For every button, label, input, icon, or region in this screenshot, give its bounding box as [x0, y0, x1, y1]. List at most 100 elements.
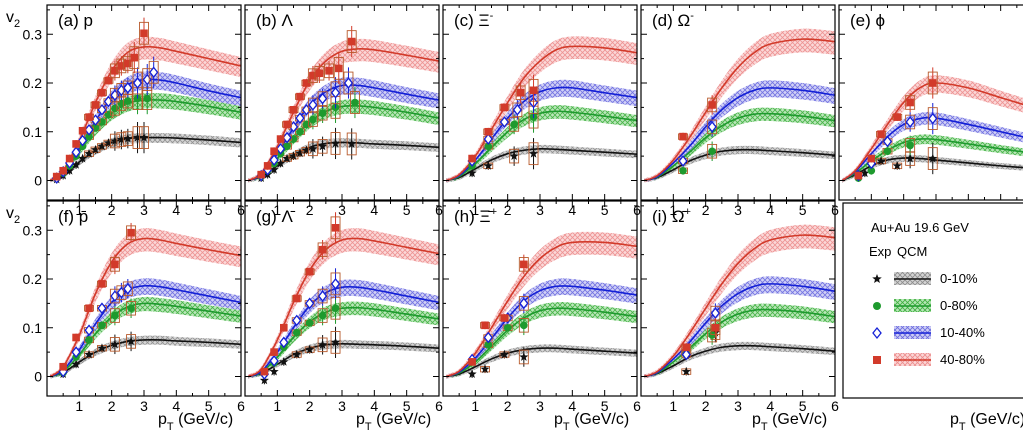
qcm-curve-40-80pct	[247, 47, 439, 182]
x-tick-label: 5	[403, 398, 411, 414]
panel-title: (g) Λ̄	[256, 207, 296, 226]
marker-square	[292, 294, 301, 303]
marker-square	[867, 154, 876, 163]
marker-square	[484, 127, 493, 136]
marker-diamond	[71, 346, 81, 358]
marker-diamond	[292, 314, 302, 327]
marker-square	[85, 113, 93, 121]
panel-title: (c) Ξ-	[454, 10, 494, 30]
qcm-curve-40-80pct	[49, 237, 241, 378]
marker-diamond	[282, 131, 292, 144]
marker-square	[682, 343, 691, 352]
marker-square	[52, 172, 61, 181]
qcm-band-0-10pct	[248, 138, 439, 183]
axis-ticks	[641, 5, 835, 200]
legend-frame	[842, 202, 1023, 399]
legend-label: 40-80%	[940, 352, 985, 367]
marker-diamond	[882, 135, 893, 148]
x-tick-label: 2	[306, 398, 314, 414]
legend-label: 0-80%	[940, 298, 978, 313]
x-tick-label: 3	[140, 398, 148, 414]
marker-circle	[124, 97, 132, 105]
syst-box	[317, 337, 328, 353]
marker-square	[529, 86, 538, 95]
x-tick-label: 1	[75, 202, 83, 218]
syst-box	[707, 97, 718, 113]
y-axis-label-bottom: v2	[6, 205, 20, 226]
panel-title: (b) Λ	[256, 11, 294, 30]
x-tick-label: 4	[766, 398, 774, 414]
marker-circle	[867, 166, 876, 175]
marker-circle	[85, 132, 93, 141]
marker-square	[468, 154, 476, 163]
marker-diamond	[681, 348, 691, 361]
syst-box	[330, 132, 341, 155]
marker-diamond	[330, 86, 341, 99]
legend-rows: 0-10% 0-80% 10-40% 40-80%	[872, 271, 985, 367]
marker-square	[331, 224, 340, 232]
panel-title: (e) ϕ	[850, 11, 885, 30]
marker-diamond	[317, 92, 328, 105]
axis-ticks	[47, 5, 241, 200]
marker-star	[301, 145, 311, 155]
chart-panel-1: 1 2 3 4 5 600.10.20.3(a) p	[23, 4, 245, 218]
qcm-curve-40-80pct	[841, 82, 1023, 182]
marker-circle	[883, 147, 892, 156]
syst-box	[528, 142, 539, 166]
marker-square	[65, 154, 74, 163]
marker-circle	[520, 321, 528, 330]
marker-circle	[309, 115, 317, 124]
x-tick-label: 2	[702, 398, 710, 414]
panel-title-main: (e) ϕ	[850, 11, 885, 30]
x-tick-label: 1	[669, 398, 677, 414]
syst-box	[122, 56, 133, 71]
marker-star	[288, 151, 299, 161]
marker-square	[270, 348, 278, 356]
marker-star	[139, 132, 149, 142]
marker-circle	[906, 141, 914, 150]
qcm-band-0-10pct	[248, 339, 439, 379]
x-tick-label: 3	[536, 202, 544, 218]
syst-box	[518, 257, 529, 272]
marker-square	[309, 71, 317, 80]
x-tick-label: 3	[536, 398, 544, 414]
syst-box	[317, 139, 328, 154]
qcm-band-10-40pct	[842, 111, 1023, 183]
syst-box	[346, 132, 357, 156]
syst-box	[109, 257, 120, 272]
y-tick-label: 0.3	[23, 222, 43, 238]
marker-circle	[104, 110, 113, 119]
x-tick-label: 4	[370, 398, 378, 414]
y-tick-label: 0.2	[23, 75, 43, 91]
marker-diamond	[279, 336, 289, 349]
syst-box	[349, 91, 360, 114]
marker-square	[302, 79, 311, 87]
marker-square	[72, 140, 80, 148]
x-tick-label: 6	[633, 398, 641, 414]
marker-star	[467, 369, 477, 378]
syst-box	[109, 337, 120, 352]
marker-diamond	[97, 103, 107, 116]
chart-panel-6: 1 2 3 4 5 6 0 0.1 0.2 0.3 (f) p̄	[23, 200, 245, 414]
panel-title-main: (c) Ξ	[454, 11, 490, 30]
marker-diamond	[483, 331, 493, 344]
marker-circle	[143, 94, 152, 103]
x-tick-label: 4	[568, 202, 576, 218]
plot-area	[49, 17, 241, 184]
marker-diamond	[678, 155, 688, 167]
x-tick-label: 4	[172, 398, 180, 414]
marker-square	[260, 367, 269, 376]
marker-square	[873, 356, 881, 364]
x-tick-label: 3	[734, 398, 742, 414]
x-tick-label: 2	[504, 398, 512, 414]
x-tick-label: 4	[568, 398, 576, 414]
panel-title: (i) Ω̄+	[652, 206, 691, 226]
marker-star	[330, 138, 341, 148]
marker-square	[481, 321, 489, 330]
marker-diamond	[317, 290, 328, 302]
marker-star	[259, 375, 269, 385]
marker-star	[295, 148, 305, 158]
panel-title-main: (f) p̄	[58, 207, 88, 226]
marker-diamond	[269, 154, 279, 166]
marker-star	[132, 132, 143, 142]
